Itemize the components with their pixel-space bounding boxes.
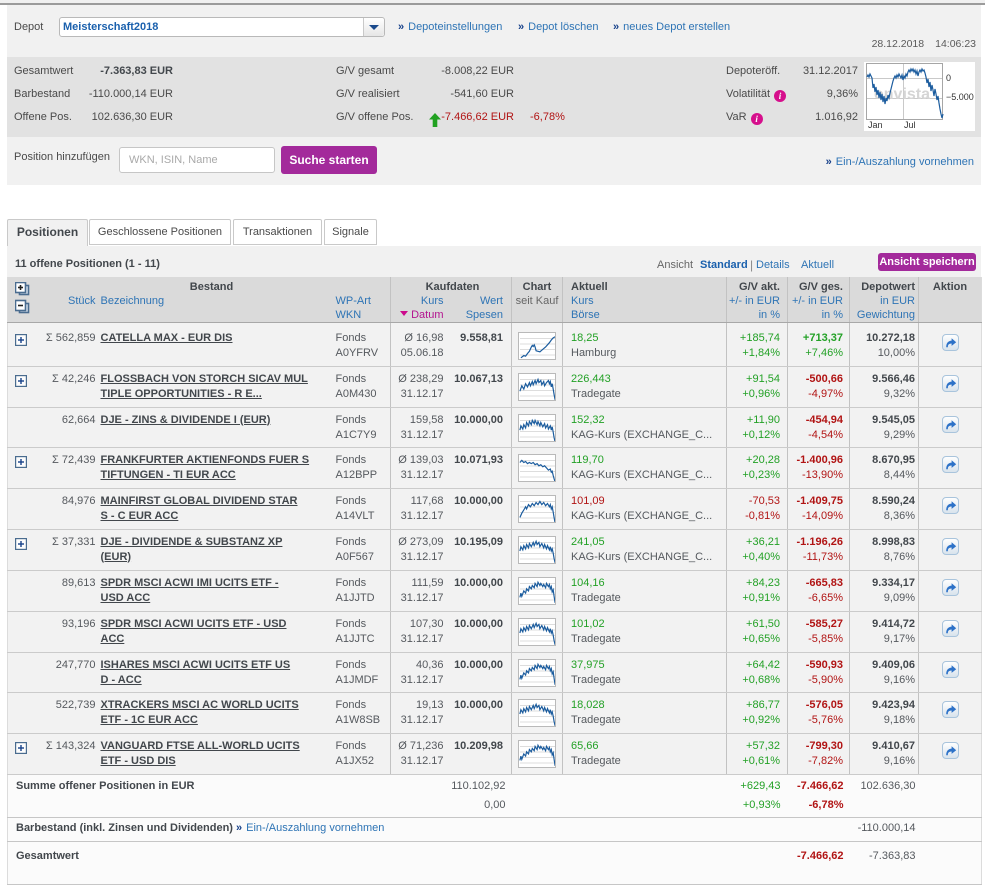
svg-text:Jan: Jan (868, 120, 883, 130)
svg-text:Jul: Jul (904, 120, 916, 130)
svg-text:onvista: onvista (874, 86, 930, 103)
svg-text:0: 0 (946, 73, 951, 83)
svg-text:−5.000: −5.000 (946, 92, 974, 102)
